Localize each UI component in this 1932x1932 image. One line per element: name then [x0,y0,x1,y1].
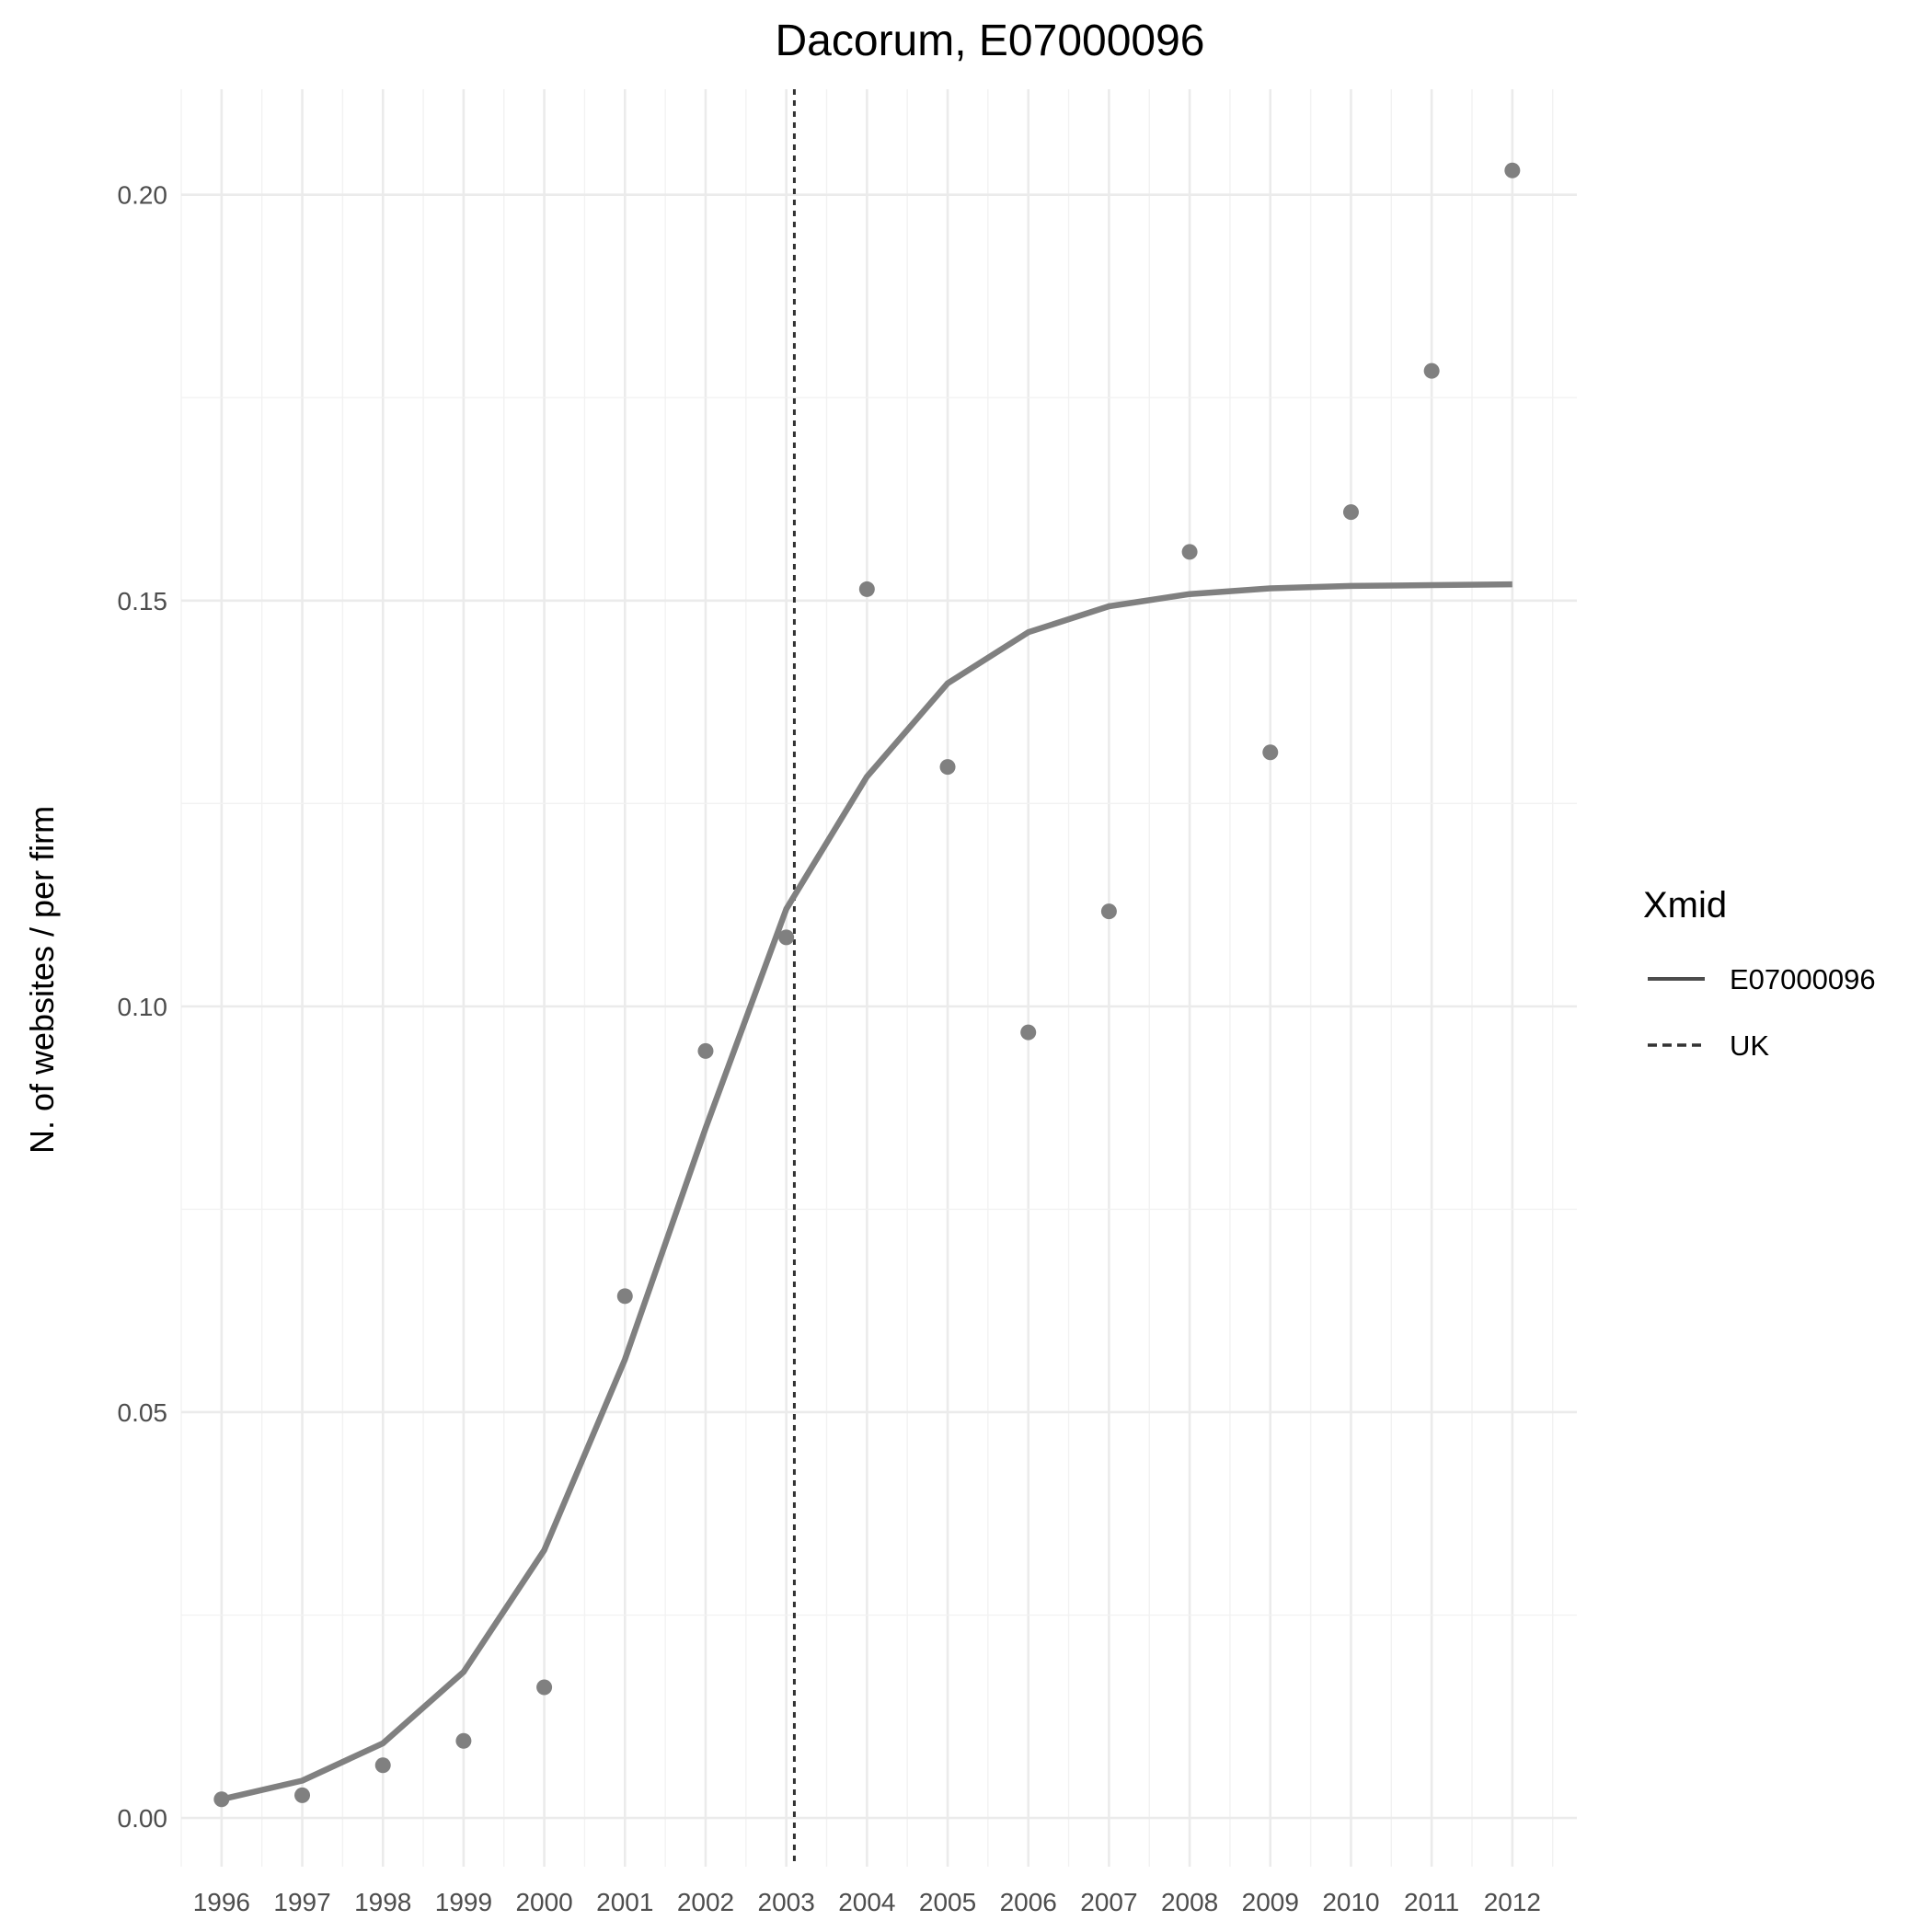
y-axis-title: N. of websites / per firm [23,806,61,1154]
y-tick-label: 0.10 [118,993,168,1021]
y-tick-label: 0.05 [118,1398,168,1427]
x-tick-label: 2002 [677,1888,734,1916]
fit-line-group [221,581,1512,1802]
data-point [697,1042,714,1059]
y-tick-label: 0.15 [118,587,168,615]
x-tick-label: 2006 [1000,1888,1057,1916]
chart-title: Dacorum, E07000096 [776,17,1205,65]
y-axis-ticks: 0.00 0.05 0.10 0.15 0.20 [118,181,168,1833]
x-tick-label: 2004 [838,1888,895,1916]
x-tick-label: 1999 [435,1888,492,1916]
data-point [213,1791,230,1808]
x-tick-label: 1998 [354,1888,411,1916]
x-tick-label: 2003 [758,1888,815,1916]
legend-label-uk: UK [1730,1029,1769,1062]
x-tick-label: 2011 [1404,1888,1459,1916]
x-tick-label: 2009 [1242,1888,1299,1916]
data-point [778,929,795,946]
legend-title: Xmid [1643,885,1727,926]
data-point [1423,362,1440,379]
data-point [1342,504,1359,521]
legend: Xmid E07000096 UK [1643,885,1876,1062]
data-point [1181,544,1198,560]
data-point [1262,744,1279,761]
legend-label-e07000096: E07000096 [1730,963,1876,995]
data-point [939,759,956,776]
grid [180,89,1577,1867]
data-point [374,1757,391,1774]
data-point [294,1787,311,1803]
data-point [455,1732,472,1749]
x-tick-label: 1996 [193,1888,250,1916]
data-point [1020,1024,1037,1041]
points-group [213,162,1521,1808]
x-tick-label: 1997 [273,1888,330,1916]
x-tick-label: 2008 [1161,1888,1218,1916]
data-point [616,1288,633,1305]
data-point [536,1679,553,1696]
fit-line-e07000096 [221,581,1512,1802]
data-point [858,581,875,597]
x-tick-label: 2012 [1484,1888,1541,1916]
data-point [1504,162,1521,178]
x-tick-label: 2010 [1322,1888,1379,1916]
y-tick-label: 0.00 [118,1804,168,1833]
x-tick-label: 2007 [1080,1888,1137,1916]
y-tick-label: 0.20 [118,181,168,210]
data-point [1100,903,1117,920]
x-tick-label: 2001 [596,1888,653,1916]
x-tick-label: 2005 [919,1888,976,1916]
x-axis-ticks: 1996 1997 1998 1999 2000 2001 2002 2003 2004 2005… [193,1888,1541,1916]
x-tick-label: 2000 [515,1888,572,1916]
